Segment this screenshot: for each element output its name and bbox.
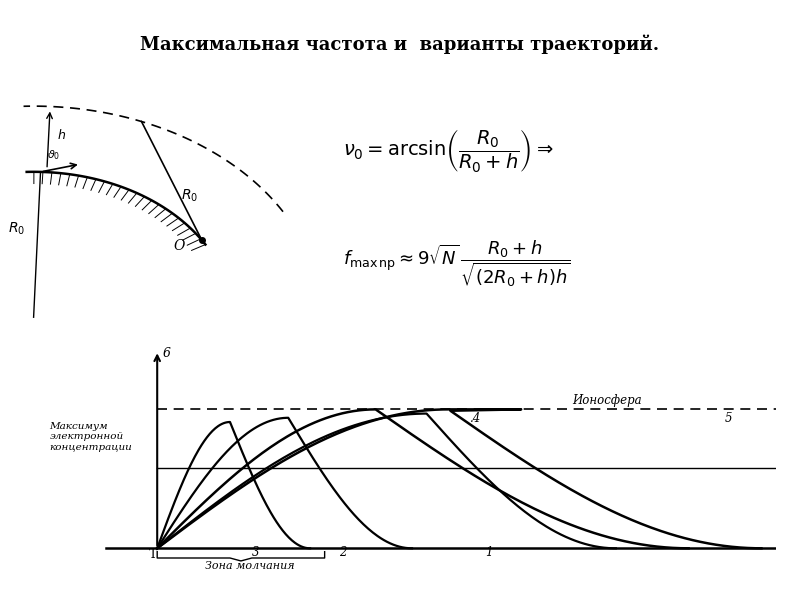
Text: $R_0$: $R_0$ — [182, 188, 198, 204]
Text: Максимальная частота и  варианты траекторий.: Максимальная частота и варианты траектор… — [141, 35, 659, 54]
Text: 3: 3 — [252, 546, 259, 559]
Text: $f_{\mathrm{max\,np}} \approx 9\sqrt{N}\,\dfrac{R_0+h}{\sqrt{(2R_0+h)h}}$: $f_{\mathrm{max\,np}} \approx 9\sqrt{N}\… — [343, 238, 571, 289]
Text: $h$: $h$ — [57, 128, 66, 142]
Text: 6: 6 — [163, 347, 171, 360]
Text: Максимум
электронной
концентрации: Максимум электронной концентрации — [50, 422, 132, 452]
Text: Ионосфера: Ионосфера — [572, 394, 642, 407]
Text: Зона молчания: Зона молчания — [205, 562, 294, 571]
Text: O: O — [173, 239, 185, 253]
Text: 5: 5 — [725, 412, 733, 425]
Text: $R_0$: $R_0$ — [8, 221, 25, 237]
Text: $\nu_0 = \arcsin\!\left(\dfrac{R_0}{R_0+h}\right)\Rightarrow$: $\nu_0 = \arcsin\!\left(\dfrac{R_0}{R_0+… — [343, 127, 554, 174]
Text: 2: 2 — [339, 546, 346, 559]
Text: 1: 1 — [485, 546, 492, 559]
Text: .4: .4 — [470, 412, 482, 425]
Text: $\vartheta_0$: $\vartheta_0$ — [47, 148, 60, 161]
Text: T: T — [149, 548, 157, 560]
